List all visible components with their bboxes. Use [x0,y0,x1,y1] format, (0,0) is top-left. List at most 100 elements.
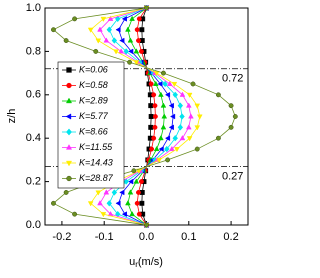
data-point [179,113,185,120]
data-point [119,189,125,196]
data-point [51,27,56,33]
legend-marker [65,97,73,104]
data-point [144,5,149,11]
data-point [232,114,238,119]
data-point [149,146,155,152]
x-label-sub: r [135,260,138,269]
data-point [185,102,192,108]
data-point [164,91,171,98]
legend-marker [66,82,72,89]
x-tick-label: 0.1 [181,231,196,243]
data-point [136,38,141,43]
data-point [97,26,103,32]
y-tick-label: 0.6 [26,89,41,101]
data-point [87,27,94,33]
data-point [72,16,78,22]
chart: z/h ur(m/s) -0.2 -0.1 0.0 0.1 0.2 0.0 0.2 0.4 0.… [6,2,249,269]
x-axis-label: ur(m/s) [129,256,163,269]
data-point [129,15,135,21]
y-tick-label: 0.0 [26,219,41,231]
data-point [157,81,163,87]
x-label-main: u [129,256,135,268]
data-point [190,81,196,87]
data-point [111,189,118,196]
data-point [134,200,140,206]
data-point [188,113,194,119]
data-point [97,200,103,206]
legend-label: K=14.43 [79,157,113,167]
data-point [171,81,178,88]
legend-marker [66,67,72,73]
data-point [136,190,141,195]
data-point [114,15,121,23]
data-point [100,212,107,218]
legend: K=0.06 K=0.58 K=2.89 K=5.77 K=8.66 K=11.55 K=1… [57,61,125,189]
data-point [169,113,176,120]
data-point [160,124,167,130]
data-point [87,201,94,207]
data-point [161,113,168,119]
data-point [168,102,174,109]
reference-label: 0.27 [222,170,243,182]
data-point [107,15,114,21]
data-point [127,59,133,65]
data-point [228,124,234,130]
data-point [125,200,131,206]
data-point [151,135,157,141]
data-point [111,37,118,44]
y-tick-label: 0.8 [26,45,41,57]
data-point [95,190,102,196]
data-point [93,48,99,54]
data-point [177,102,184,109]
data-point [158,146,164,152]
data-point [179,91,186,97]
legend-label: K=0.58 [79,80,108,90]
data-point [156,157,163,164]
x-tick-label: -0.2 [52,231,71,243]
data-point [136,16,142,22]
data-point [103,37,110,43]
data-point [131,168,137,174]
x-label-unit: (m/s) [138,256,163,268]
legend-label: K=5.77 [79,111,109,121]
data-point [215,135,221,141]
data-point [177,124,184,131]
y-tick-label: 0.4 [26,132,41,144]
reference-label: 0.72 [222,73,243,85]
data-point [196,114,203,120]
data-point [133,60,140,66]
data-point [106,26,113,33]
data-point [134,27,140,33]
y-axis-label: z/h [6,109,18,124]
data-point [164,135,171,142]
data-point [127,37,134,43]
data-point [100,16,107,23]
data-point [152,114,158,119]
profile-line [127,7,165,226]
data-point [166,80,173,86]
data-point [103,189,110,195]
data-point [194,146,200,152]
data-point [185,124,192,130]
data-point [148,81,154,87]
data-point [144,222,149,228]
data-point [160,70,166,76]
data-point [179,135,186,141]
data-point [158,91,164,97]
data-point [138,179,144,185]
legend-marker [65,113,72,120]
data-point [186,92,193,98]
data-point [118,48,124,54]
legend-label: K=28.87 [79,173,114,183]
data-point [72,211,78,217]
legend-label: K=2.89 [79,95,108,105]
data-point [121,16,127,22]
data-point [152,124,158,130]
data-point [139,27,145,33]
data-point [162,80,168,88]
x-tick-label: 0.0 [139,231,154,243]
data-point [129,210,135,217]
x-tick-label: -0.1 [95,231,114,243]
data-point [133,48,140,54]
legend-label: K=11.55 [79,142,113,152]
